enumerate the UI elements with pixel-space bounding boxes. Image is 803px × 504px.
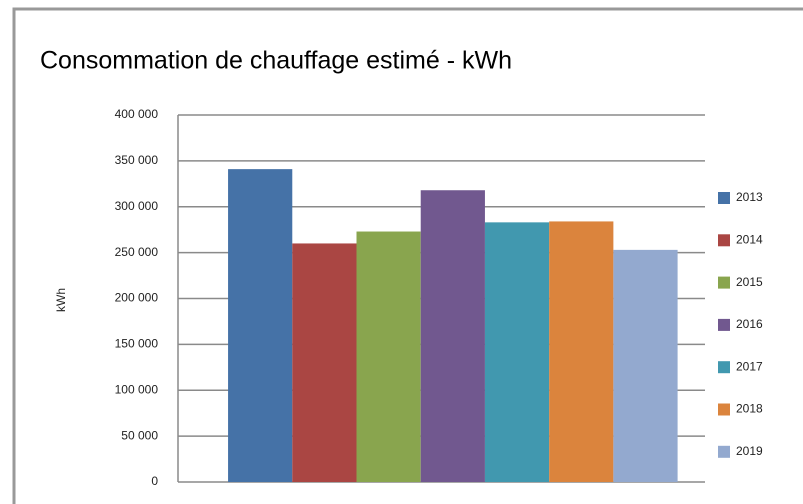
legend-swatch (718, 234, 730, 247)
y-tick-label: 300 000 (115, 199, 159, 213)
bar (228, 169, 293, 482)
legend-label: 2019 (736, 444, 763, 458)
bar (549, 221, 614, 482)
bar (356, 231, 421, 482)
chart-title: Consommation de chauffage estimé - kWh (40, 47, 512, 75)
y-tick-label: 250 000 (115, 245, 159, 259)
legend-label: 2016 (736, 317, 763, 331)
legend-swatch (718, 403, 730, 416)
legend-swatch (718, 276, 730, 289)
legend-label: 2013 (736, 190, 763, 204)
y-tick-label: 350 000 (115, 153, 159, 167)
y-tick-label: 150 000 (115, 337, 159, 351)
bar (420, 190, 485, 483)
y-tick-label: 400 000 (115, 107, 159, 121)
legend-label: 2017 (736, 359, 763, 373)
legend-swatch (718, 192, 730, 204)
legend-swatch (718, 361, 730, 374)
legend-label: 2015 (736, 275, 763, 289)
y-tick-label: 0 (151, 474, 158, 488)
legend-swatch (718, 318, 730, 331)
y-axis-label: kWh (54, 288, 68, 312)
legend-label: 2018 (736, 402, 763, 416)
bar (613, 249, 678, 482)
bar (484, 222, 550, 482)
y-tick-label: 50 000 (121, 428, 158, 442)
y-tick-label: 100 000 (115, 382, 159, 396)
legend-label: 2014 (736, 232, 763, 246)
y-tick-label: 200 000 (115, 291, 159, 305)
legend-swatch (718, 445, 730, 458)
bar (292, 243, 357, 482)
